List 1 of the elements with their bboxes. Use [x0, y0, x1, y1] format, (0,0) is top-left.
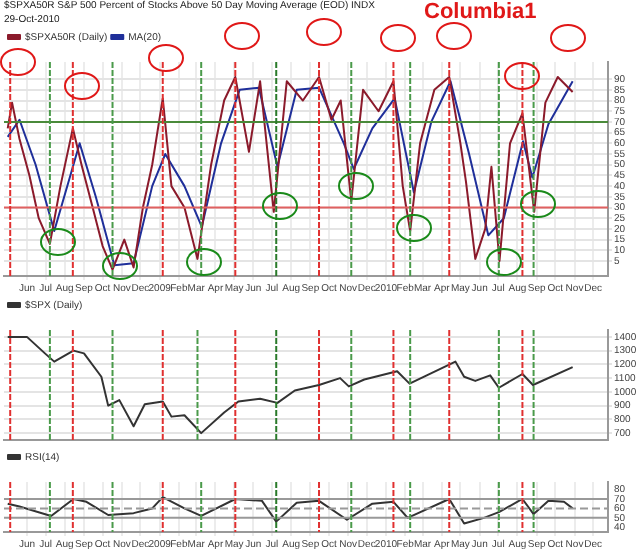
text: Columbia1 [424, 0, 537, 24]
